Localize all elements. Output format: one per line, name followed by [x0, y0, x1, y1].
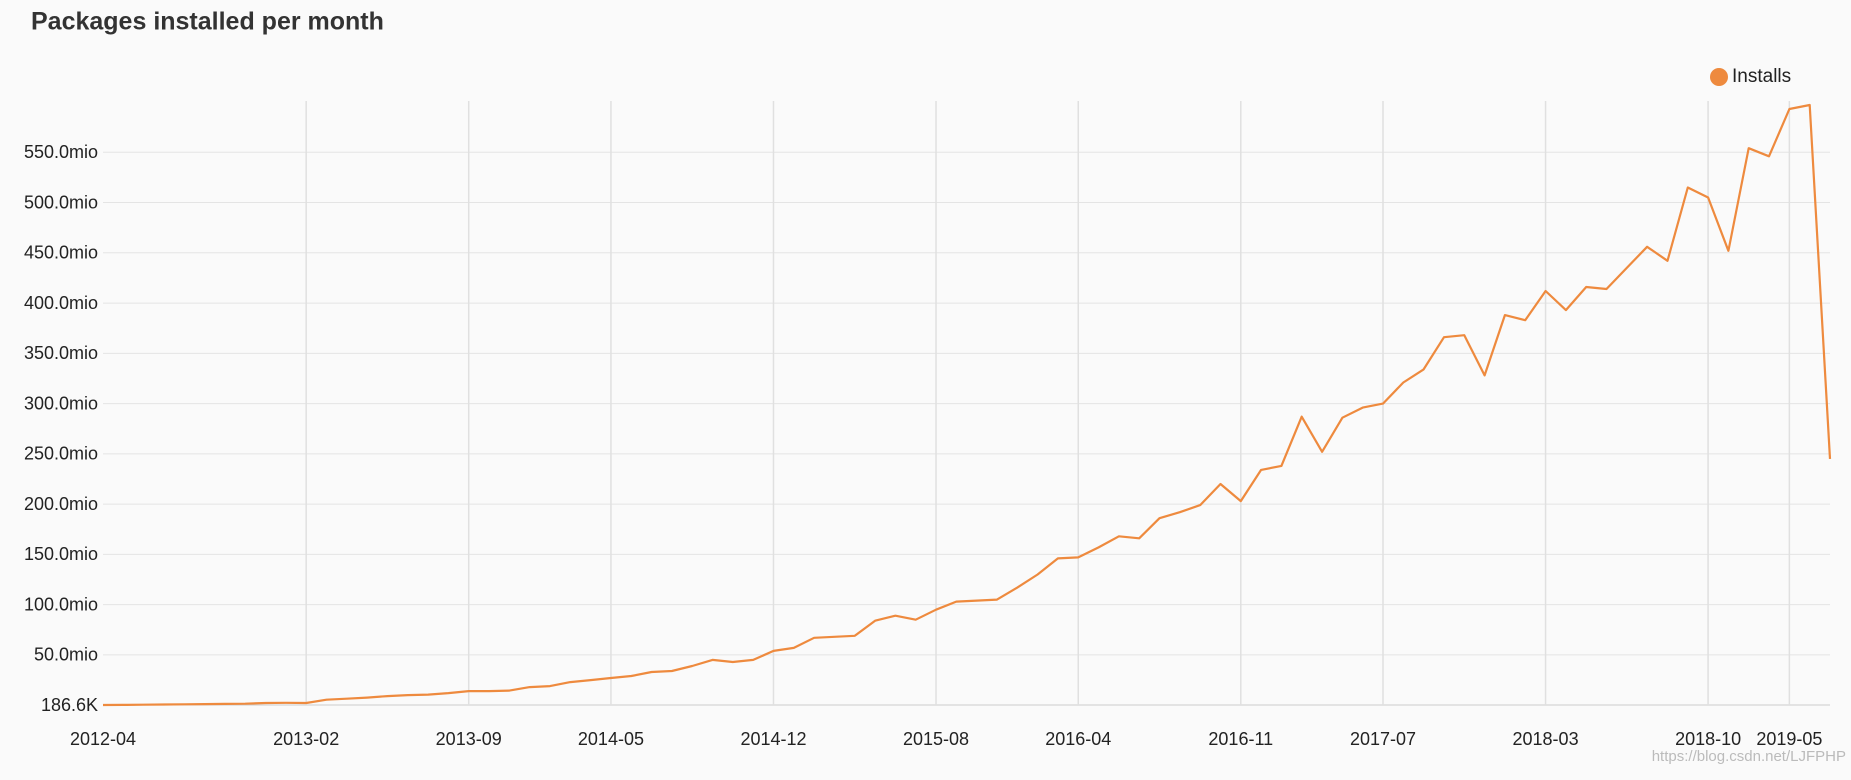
y-tick-label: 150.0mio [24, 544, 98, 564]
x-tick-label: 2018-03 [1513, 729, 1579, 749]
x-tick-label: 2012-04 [70, 729, 136, 749]
chart-title: Packages installed per month [31, 8, 384, 36]
y-tick-label: 300.0mio [24, 393, 98, 413]
x-tick-label: 2013-09 [436, 729, 502, 749]
legend-marker [1710, 68, 1728, 86]
y-tick-label: 100.0mio [24, 594, 98, 614]
x-tick-label: 2019-05 [1756, 729, 1822, 749]
x-tick-label: 2018-10 [1675, 729, 1741, 749]
y-tick-label: 186.6K [41, 695, 98, 715]
watermark: https://blog.csdn.net/LJFPHP [1652, 748, 1846, 765]
x-tick-label: 2014-05 [578, 729, 644, 749]
line-series [102, 103, 1832, 707]
y-tick-label: 250.0mio [24, 444, 98, 464]
legend-label: Installs [1732, 66, 1791, 87]
y-tick-label: 350.0mio [24, 343, 98, 363]
x-tick-label: 2017-07 [1350, 729, 1416, 749]
x-tick-label: 2016-11 [1208, 729, 1273, 749]
x-tick-label: 2015-08 [903, 729, 969, 749]
y-tick-label: 500.0mio [24, 192, 98, 212]
x-tick-label: 2013-02 [273, 729, 339, 749]
y-tick-label: 400.0mio [24, 293, 98, 313]
y-tick-label: 550.0mio [24, 142, 98, 162]
y-tick-label: 450.0mio [24, 243, 98, 263]
y-tick-label: 200.0mio [24, 494, 98, 514]
y-tick-label: 50.0mio [34, 645, 98, 665]
x-tick-label: 2014-12 [740, 729, 806, 749]
x-tick-label: 2016-04 [1045, 729, 1111, 749]
